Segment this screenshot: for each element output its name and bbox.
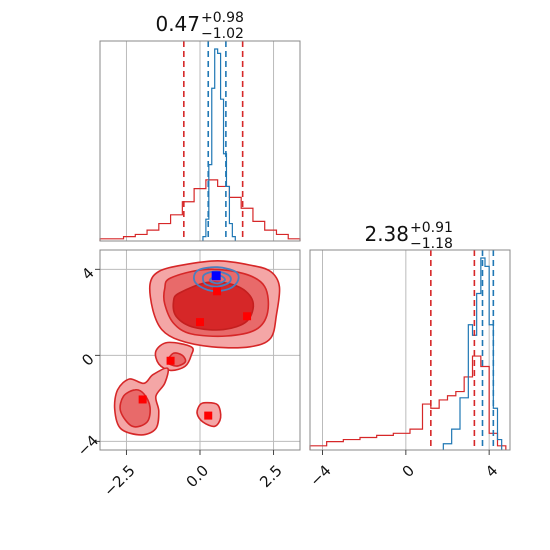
red-marker-2 <box>196 318 204 327</box>
blue-contour-0 <box>193 266 240 293</box>
x-tick-label-2: 4 <box>482 462 501 481</box>
panel1-title-lower-error: −1.02 <box>201 26 244 42</box>
contour-panel: −2.5 0.0 2.5 −4 0 4 <box>74 249 301 500</box>
panel3-x-ticks: −4 0 4 <box>306 450 501 490</box>
panel1-grid <box>125 41 275 241</box>
histogram-series-0 <box>99 179 301 241</box>
histogram-series-1 <box>202 48 236 241</box>
panel3-quantile-lines <box>430 250 495 450</box>
panel1-quantile-lines <box>183 41 244 241</box>
panel2-markers <box>138 271 252 420</box>
x-tick-label-0: −4 <box>306 462 334 490</box>
red-marker-5 <box>204 411 213 420</box>
panel1-title-upper-error: +0.98 <box>201 10 244 26</box>
x-tick-label-1: 0 <box>399 462 418 481</box>
y-tick-label-0: −4 <box>74 432 102 460</box>
panel3-series <box>309 257 507 450</box>
red-marker-3 <box>166 356 175 365</box>
x-tick-label-1: 0.0 <box>183 462 213 492</box>
panel2-y-ticks: −4 0 4 <box>74 264 102 460</box>
red-contour-core-0 <box>172 281 255 331</box>
red-marker-4 <box>138 395 147 404</box>
histogram-panel-right: −4 0 4 <box>306 249 511 490</box>
panel3-background <box>310 250 510 450</box>
red-marker-1 <box>243 312 252 321</box>
blue-marker <box>211 271 221 281</box>
panel3-title-main: 2.38 <box>364 222 409 246</box>
panel2-x-ticks: −2.5 0.0 2.5 <box>100 450 286 500</box>
panel1-series <box>99 48 301 241</box>
histogram-series-1 <box>442 257 503 450</box>
x-tick-label-0: −2.5 <box>100 462 138 500</box>
x-tick-label-2: 2.5 <box>256 462 286 492</box>
histogram-series-0 <box>309 355 507 450</box>
panel2-contours <box>113 259 281 436</box>
panel3-frame <box>309 249 511 451</box>
histogram-panel-top <box>99 40 301 242</box>
panel3-title-lower-error: −1.18 <box>410 236 453 252</box>
red-marker-0 <box>213 287 222 296</box>
panel3-title-upper-error: +0.91 <box>410 220 453 236</box>
y-tick-label-2: 4 <box>78 264 97 283</box>
panel1-frame <box>99 40 301 242</box>
y-tick-label-1: 0 <box>78 350 97 369</box>
panel1-title-main: 0.47 <box>155 12 200 36</box>
